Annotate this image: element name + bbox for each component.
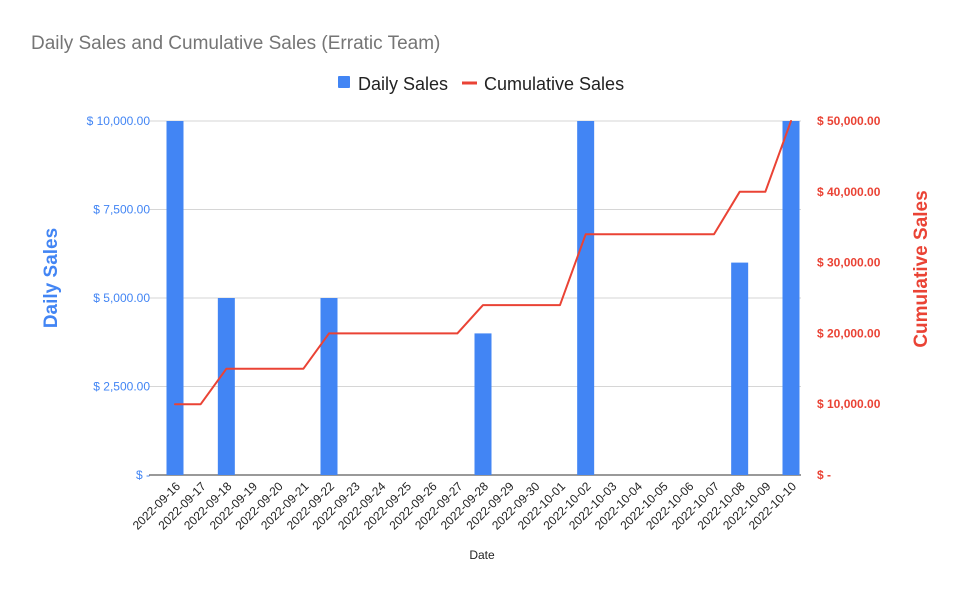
right-axis-tick-label: $ 10,000.00 — [817, 397, 881, 411]
bar-daily-sales — [731, 262, 749, 475]
bar-daily-sales — [217, 298, 235, 475]
bar-daily-sales — [782, 121, 800, 475]
right-axis-tick-label: $ 40,000.00 — [817, 185, 881, 199]
line-path-cumulative-sales — [174, 120, 792, 406]
right-axis-title: Cumulative Sales — [911, 190, 932, 347]
x-axis-title: Date — [469, 548, 495, 562]
legend: Daily Sales Cumulative Sales — [338, 74, 624, 94]
right-axis-tick-label: $ 20,000.00 — [817, 326, 881, 340]
right-axis-tick-label: $ 50,000.00 — [817, 114, 881, 128]
line-cumulative-sales — [174, 120, 792, 406]
left-axis-tick-label: $ - — [136, 468, 150, 482]
right-axis-tick-label: $ 30,000.00 — [817, 256, 881, 270]
chart-title: Daily Sales and Cumulative Sales (Errati… — [31, 33, 440, 54]
right-axis-ticks: $ - $ 10,000.00 $ 20,000.00 $ 30,000.00 $ 40… — [817, 114, 881, 482]
bar-daily-sales — [474, 333, 492, 475]
right-axis-tick-label: $ - — [817, 468, 831, 482]
bar-daily-sales — [166, 121, 184, 475]
left-axis-tick-label: $ 5,000.00 — [93, 291, 150, 305]
left-axis-title: Daily Sales — [41, 228, 62, 328]
legend-swatch-daily-sales — [338, 76, 350, 88]
left-axis-ticks: $ - $ 2,500.00 $ 5,000.00 $ 7,500.00 $ 10,00… — [87, 114, 151, 482]
x-axis-ticks: 2022-09-162022-09-172022-09-182022-09-19… — [130, 479, 800, 533]
bars-daily-sales — [166, 121, 800, 475]
left-axis-tick-label: $ 7,500.00 — [93, 203, 150, 217]
left-axis-tick-label: $ 10,000.00 — [87, 114, 151, 128]
bar-daily-sales — [320, 298, 338, 475]
bar-daily-sales — [577, 121, 595, 475]
legend-label-cumulative-sales: Cumulative Sales — [484, 74, 624, 94]
legend-label-daily-sales: Daily Sales — [358, 74, 448, 94]
left-axis-tick-label: $ 2,500.00 — [93, 380, 150, 394]
